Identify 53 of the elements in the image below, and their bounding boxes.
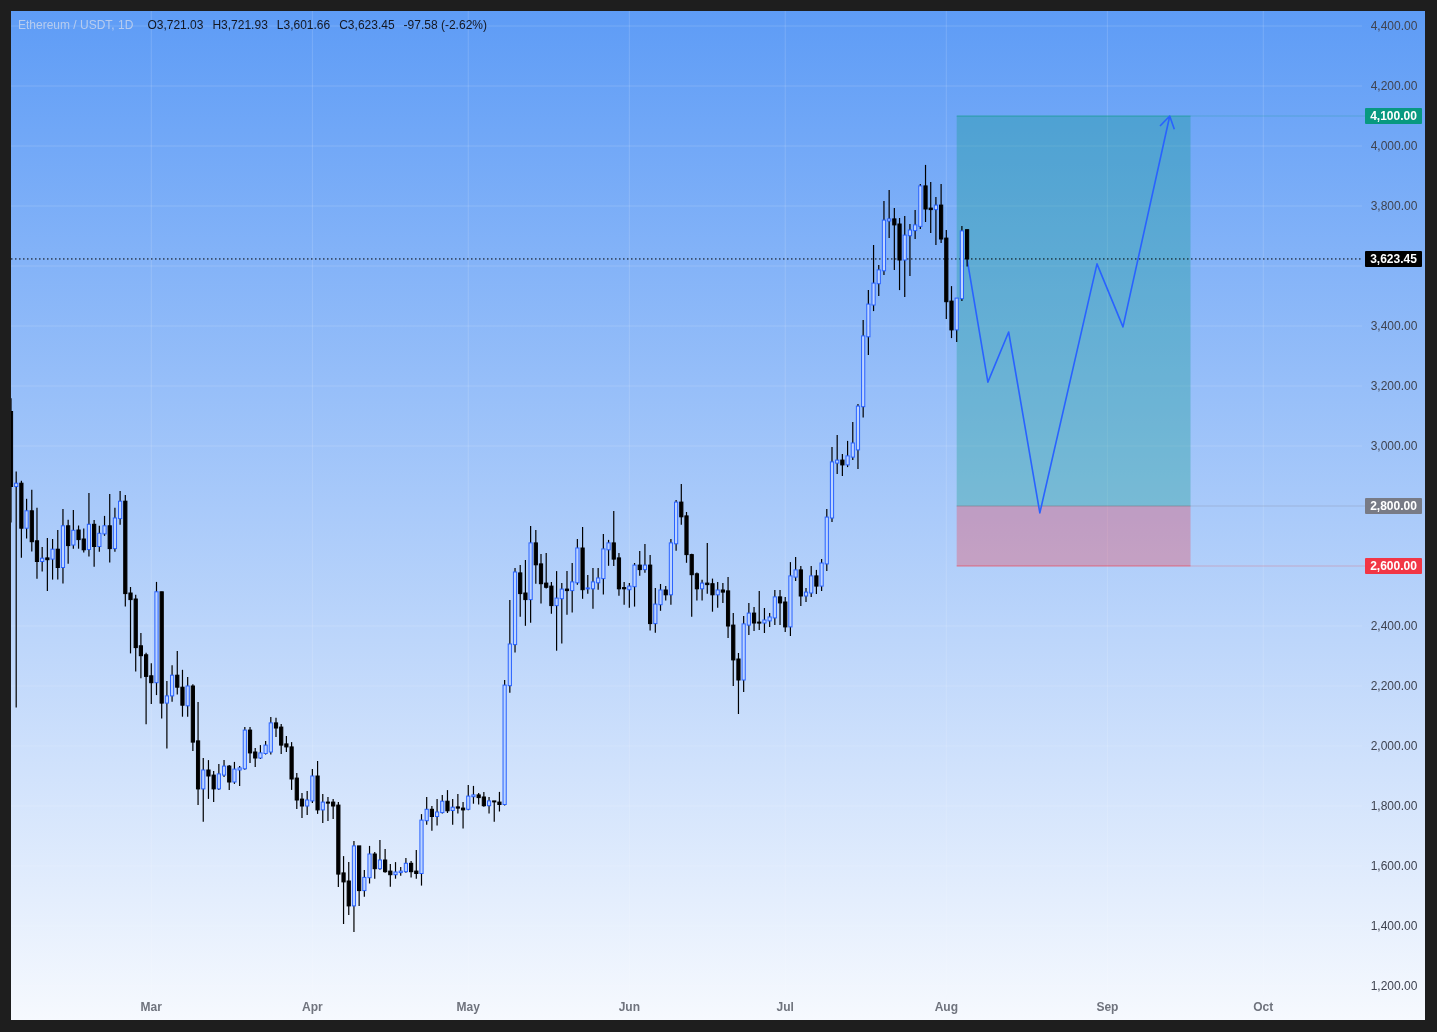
candlestick bbox=[751, 606, 757, 632]
y-tick-label: 2,000.00 bbox=[1370, 739, 1418, 753]
candlestick bbox=[325, 796, 331, 822]
candlestick bbox=[55, 529, 60, 581]
y-tick-label: 4,200.00 bbox=[1370, 79, 1418, 93]
candlestick bbox=[92, 519, 97, 568]
y-tick-label: 3,400.00 bbox=[1370, 319, 1418, 333]
candlestick bbox=[590, 567, 596, 610]
x-tick-label: Mar bbox=[140, 1000, 163, 1014]
candlestick bbox=[777, 589, 783, 626]
text: Ethereum / USDT, 1D bbox=[18, 18, 134, 32]
y-tick-label: 1,400.00 bbox=[1370, 919, 1418, 933]
candlestick bbox=[814, 569, 819, 595]
y-tick-label: 1,200.00 bbox=[1370, 979, 1418, 993]
candlestick bbox=[45, 537, 50, 592]
y-tick-label: 3,000.00 bbox=[1370, 439, 1418, 453]
x-tick-label: Apr bbox=[302, 1000, 324, 1014]
x-tick-label: Oct bbox=[1253, 1000, 1274, 1014]
ref-line-label: 2,600.00 bbox=[1370, 559, 1418, 573]
annotation: -97.58 (-2.62%) bbox=[403, 18, 487, 32]
y-tick-label: 3,800.00 bbox=[1370, 199, 1418, 213]
annotation: C3,623.45 bbox=[339, 18, 395, 32]
candlestick bbox=[34, 507, 40, 580]
x-tick-label: Jun bbox=[618, 1000, 641, 1014]
annotation: O3,721.03 bbox=[147, 18, 204, 32]
y-tick-label: 4,000.00 bbox=[1370, 139, 1418, 153]
x-tick-label: May bbox=[456, 1000, 481, 1014]
y-tick-label: 4,400.00 bbox=[1370, 19, 1418, 33]
y-tick-label: 1,600.00 bbox=[1370, 859, 1418, 873]
candlestick bbox=[372, 851, 377, 880]
x-tick-label: Aug bbox=[934, 1000, 958, 1014]
y-tick-label: 1,800.00 bbox=[1370, 799, 1418, 813]
candlestick bbox=[445, 789, 450, 814]
x-tick-label: Sep bbox=[1096, 1000, 1119, 1014]
y-tick-label: 2,200.00 bbox=[1370, 679, 1418, 693]
annotation: L3,601.66 bbox=[276, 18, 331, 32]
ref-line-label: 4,100.00 bbox=[1370, 109, 1418, 123]
candlestick bbox=[247, 726, 253, 764]
candlestick bbox=[486, 796, 492, 815]
y-tick-label: 3,200.00 bbox=[1370, 379, 1418, 393]
y-tick-label: 2,400.00 bbox=[1370, 619, 1418, 633]
candlestick bbox=[840, 453, 845, 477]
candlestick bbox=[227, 764, 232, 791]
candlestick bbox=[107, 493, 112, 564]
candlestick bbox=[429, 805, 434, 832]
candlestick bbox=[637, 550, 642, 577]
annotation: H3,721.93 bbox=[212, 18, 269, 32]
candlestick bbox=[564, 570, 570, 616]
candlestick bbox=[460, 801, 466, 830]
ref-line-label: 2,800.00 bbox=[1370, 499, 1418, 513]
candlestick bbox=[66, 519, 71, 565]
x-tick-label: Jul bbox=[776, 1000, 794, 1014]
ref-line-label: 3,623.45 bbox=[1370, 251, 1418, 266]
